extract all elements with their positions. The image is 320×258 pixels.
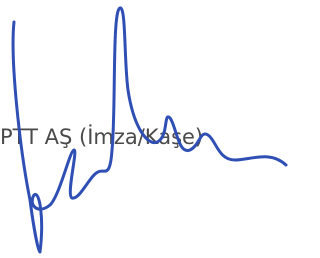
signature-stroke <box>13 8 286 252</box>
signature-block: PTT AŞ (İmza/Kaşe) <box>0 0 288 258</box>
signature <box>0 0 288 258</box>
